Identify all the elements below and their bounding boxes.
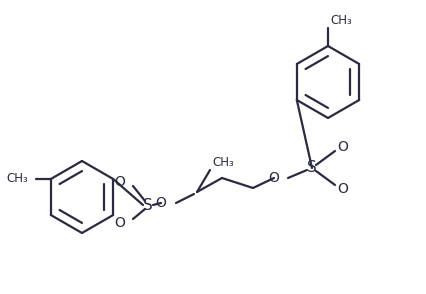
Text: S: S xyxy=(143,198,153,213)
Text: O: O xyxy=(337,182,348,196)
Text: S: S xyxy=(307,161,317,176)
Text: CH₃: CH₃ xyxy=(212,156,234,170)
Text: CH₃: CH₃ xyxy=(6,173,28,186)
Text: CH₃: CH₃ xyxy=(330,14,352,28)
Text: O: O xyxy=(114,175,125,189)
Text: O: O xyxy=(114,216,125,230)
Text: O: O xyxy=(268,171,279,185)
Text: O: O xyxy=(337,140,348,154)
Text: O: O xyxy=(155,196,166,210)
